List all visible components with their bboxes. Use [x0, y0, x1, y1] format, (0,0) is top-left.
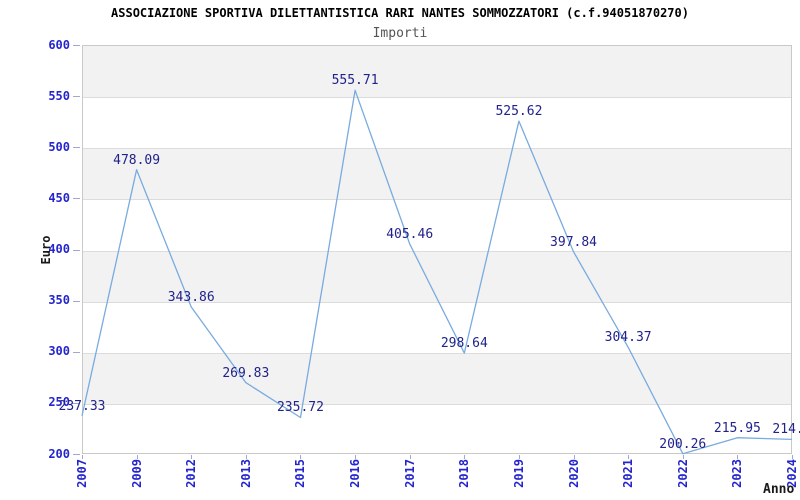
y-tick-mark — [73, 198, 80, 200]
data-point-label: 525.62 — [495, 104, 543, 120]
x-tick-mark — [518, 455, 520, 459]
x-tick-label: 2017 — [402, 459, 417, 488]
grid-line — [83, 199, 791, 201]
plot-area — [82, 45, 792, 454]
y-tick-label: 250 — [48, 395, 70, 410]
y-tick-label: 600 — [48, 37, 70, 52]
data-point-label: 397.84 — [550, 234, 598, 250]
x-tick-label: 2023 — [730, 459, 745, 488]
y-tick-label: 500 — [48, 139, 70, 154]
y-tick-label: 350 — [48, 293, 70, 308]
grid-line — [83, 250, 791, 252]
x-tick-mark — [300, 455, 302, 459]
data-point-label: 298.64 — [440, 336, 488, 352]
data-point-label: 405.46 — [386, 226, 434, 242]
y-tick-label: 300 — [48, 344, 70, 359]
y-tick-mark — [73, 402, 80, 404]
y-tick-label: 450 — [48, 190, 70, 205]
x-tick-mark — [792, 455, 793, 459]
x-tick-mark — [136, 455, 138, 459]
y-tick-label: 400 — [48, 242, 70, 256]
grid-line — [83, 148, 791, 150]
x-tick-mark — [191, 455, 193, 459]
x-tick-label: 2024 — [785, 459, 799, 488]
data-point-label: 269.83 — [222, 365, 270, 381]
y-tick-mark — [73, 351, 80, 353]
chart-title: ASSOCIAZIONE SPORTIVA DILETTANTISTICA RA… — [111, 6, 689, 20]
y-tick-mark — [73, 96, 80, 98]
x-tick-mark — [682, 455, 684, 459]
y-tick-label: 200 — [48, 446, 70, 461]
data-point-label: 200.26 — [659, 436, 707, 452]
x-tick-label: 2016 — [348, 459, 363, 488]
data-point-label: 343.86 — [167, 289, 215, 305]
x-tick-mark — [464, 455, 466, 459]
x-tick-mark — [737, 455, 739, 459]
y-tick-label: 550 — [48, 88, 70, 103]
data-point-label: 478.09 — [113, 152, 161, 168]
x-axis-title: Anno — [763, 482, 795, 497]
data-point-label: 304.37 — [604, 330, 652, 346]
x-tick-label: 2013 — [238, 459, 253, 488]
grid-band — [83, 97, 791, 149]
x-tick-label: 2009 — [129, 459, 144, 488]
x-tick-mark — [245, 455, 247, 459]
grid-line — [83, 352, 791, 354]
y-tick-mark — [73, 45, 80, 46]
data-point-label: 214.3 — [772, 422, 800, 438]
x-tick-mark — [409, 455, 411, 459]
x-tick-label: 2019 — [511, 459, 526, 488]
x-tick-label: 2007 — [75, 459, 89, 488]
y-tick-mark — [73, 454, 80, 455]
y-tick-mark — [73, 147, 80, 149]
data-point-label: 215.95 — [713, 420, 761, 436]
grid-line — [83, 403, 791, 405]
x-tick-label: 2012 — [184, 459, 199, 488]
grid-band — [83, 199, 791, 251]
grid-band — [83, 148, 791, 200]
x-tick-mark — [628, 455, 630, 459]
x-tick-mark — [573, 455, 575, 459]
data-point-label: 237.33 — [58, 398, 106, 414]
chart-subtitle: Importi — [372, 26, 428, 41]
grid-band — [83, 352, 791, 404]
x-tick-label: 2021 — [621, 459, 636, 488]
x-tick-label: 2020 — [566, 459, 581, 488]
data-point-label: 555.71 — [331, 73, 379, 89]
grid-band — [83, 46, 791, 98]
x-tick-label: 2018 — [457, 459, 472, 488]
y-tick-mark — [73, 249, 80, 251]
x-tick-label: 2015 — [293, 459, 308, 488]
x-tick-mark — [82, 455, 83, 459]
data-point-label: 235.72 — [276, 400, 324, 416]
grid-line — [83, 97, 791, 99]
x-tick-mark — [355, 455, 357, 459]
y-tick-mark — [73, 300, 80, 302]
x-tick-label: 2022 — [675, 459, 690, 488]
